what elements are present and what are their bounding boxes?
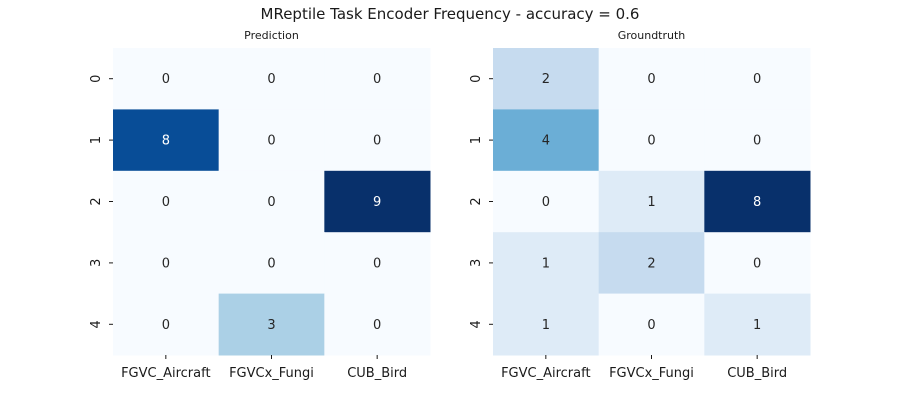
y-tick-label: 1 <box>89 136 104 144</box>
y-tick-label: 4 <box>469 320 484 328</box>
x-tick-label: CUB_Bird <box>347 366 407 381</box>
x-tick-label: CUB_Bird <box>727 366 787 381</box>
y-tick-label: 2 <box>469 197 484 205</box>
y-tick-label: 4 <box>89 320 104 328</box>
heatmap-cell <box>113 232 220 295</box>
y-tick-label: 0 <box>469 75 484 83</box>
heatmap-cell <box>324 48 431 110</box>
figure-title: MReptile Task Encoder Frequency - accura… <box>260 5 640 23</box>
cell-value-label: 0 <box>753 72 761 87</box>
cell-value-label: 0 <box>753 134 761 149</box>
heatmap-cell <box>598 232 705 295</box>
heatmap-cell <box>324 170 431 233</box>
cell-value-label: 0 <box>267 134 275 149</box>
cell-value-label: 1 <box>647 195 655 210</box>
x-tick-label: FGVCx_Fungi <box>609 366 694 381</box>
y-tick-label: 2 <box>89 197 104 205</box>
x-tick-label: FGVCx_Fungi <box>229 366 314 381</box>
cell-value-label: 0 <box>162 256 170 271</box>
heatmap-cell <box>493 293 600 356</box>
heatmap-cell <box>598 170 705 233</box>
heatmap-cell <box>493 232 600 295</box>
cell-value-label: 3 <box>267 318 275 333</box>
heatmap-cell <box>218 170 325 233</box>
cell-value-label: 0 <box>267 72 275 87</box>
heatmap-cell <box>704 293 811 356</box>
cell-value-label: 0 <box>373 134 381 149</box>
heatmap-cell <box>598 109 705 172</box>
heatmap-cell <box>113 293 220 356</box>
heatmap-cell <box>113 48 220 110</box>
heatmap-cell <box>704 232 811 295</box>
heatmap-cell <box>704 48 811 110</box>
cell-value-label: 9 <box>373 195 381 210</box>
heatmap-cell <box>324 109 431 172</box>
cell-value-label: 0 <box>753 256 761 271</box>
cell-value-label: 2 <box>647 256 655 271</box>
heatmap-cell <box>113 170 220 233</box>
cell-value-label: 0 <box>647 134 655 149</box>
heatmap-cell <box>704 109 811 172</box>
y-tick-label: 0 <box>89 75 104 83</box>
x-tick-label: FGVC_Aircraft <box>501 366 591 381</box>
cell-value-label: 0 <box>373 72 381 87</box>
cell-value-label: 2 <box>542 72 550 87</box>
y-tick-label: 3 <box>89 259 104 267</box>
heatmap-cell <box>493 109 600 172</box>
cell-value-label: 1 <box>542 256 550 271</box>
panel-title: Groundtruth <box>618 29 686 42</box>
heatmap-cell <box>598 48 705 110</box>
heatmap-cell <box>113 109 220 172</box>
heatmap-cell <box>598 293 705 356</box>
heatmap-panel-1: Prediction 0 0 0 8 0 0 0 0 9 0 0 0 0 3 0 0 1 2 3 4 FGVC_Aircr… <box>89 29 431 381</box>
cell-value-label: 0 <box>162 318 170 333</box>
y-tick-label: 3 <box>469 259 484 267</box>
heatmap-cell <box>218 48 325 110</box>
cell-value-label: 0 <box>647 72 655 87</box>
heatmap-cell <box>324 293 431 356</box>
cell-value-label: 0 <box>647 318 655 333</box>
cell-value-label: 0 <box>162 195 170 210</box>
cell-value-label: 0 <box>267 195 275 210</box>
cell-value-label: 0 <box>373 318 381 333</box>
heatmap-cell <box>218 232 325 295</box>
cell-value-label: 8 <box>753 195 761 210</box>
heatmap-cell <box>704 170 811 233</box>
heatmap-cell <box>218 293 325 356</box>
cell-value-label: 0 <box>162 72 170 87</box>
heatmap-panel-2: Groundtruth 2 0 0 4 0 0 0 1 8 1 2 0 1 0 1 0 1 2 3 4 FGVC_Airc… <box>469 29 811 381</box>
heatmap-cell <box>324 232 431 295</box>
cell-value-label: 4 <box>542 134 550 149</box>
heatmap-cell <box>218 109 325 172</box>
heatmap-cell <box>493 48 600 110</box>
cell-value-label: 0 <box>267 256 275 271</box>
cell-value-label: 1 <box>753 318 761 333</box>
panel-title: Prediction <box>244 29 299 42</box>
cell-value-label: 0 <box>542 195 550 210</box>
cell-value-label: 8 <box>162 134 170 149</box>
y-tick-label: 1 <box>469 136 484 144</box>
cell-value-label: 0 <box>373 256 381 271</box>
cell-value-label: 1 <box>542 318 550 333</box>
heatmap-cell <box>493 170 600 233</box>
x-tick-label: FGVC_Aircraft <box>121 366 211 381</box>
